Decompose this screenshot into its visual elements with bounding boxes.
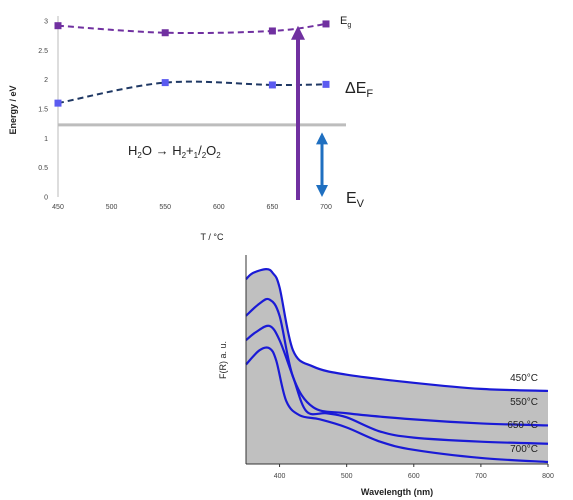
data-point-1 (322, 20, 330, 28)
x-tick-label: 500 (106, 204, 118, 211)
spectrum-line-3 (245, 324, 549, 445)
x-tick-label-2: 800 (542, 473, 554, 480)
x-tick-label: 450 (52, 204, 64, 211)
spectrum-line-1 (245, 267, 549, 393)
x-axis-title: T / °C (201, 232, 224, 242)
data-point-2 (322, 80, 330, 88)
x-axis-title-2: Wavelength (nm) (361, 487, 433, 497)
data-point-1 (161, 29, 169, 37)
x-tick-label-2: 700 (475, 473, 487, 480)
y-axis-title: Energy / eV (8, 85, 18, 134)
y-tick-label: 3 (44, 19, 48, 26)
data-point-1 (54, 22, 62, 30)
series-label-1: 450°C (510, 373, 538, 384)
data-point-2 (54, 99, 62, 107)
y-tick-label: 2.5 (38, 48, 48, 55)
x-tick-label: 700 (320, 204, 332, 211)
data-point-1 (268, 27, 276, 35)
x-tick-label: 650 (267, 204, 279, 211)
reaction-label: H2O → H2+1/2O2 (128, 143, 221, 160)
delta-ef-label: ΔEF (345, 80, 373, 100)
x-tick-label: 600 (213, 204, 225, 211)
series-line-2 (57, 80, 327, 105)
series-label-3: 650 °C (507, 420, 538, 431)
ev-arrow-head-top (316, 132, 328, 145)
series-line-1 (57, 22, 327, 35)
series-label-2: 550°C (510, 397, 538, 408)
y-tick-label: 0 (44, 195, 48, 202)
spectrum-line-2 (245, 297, 549, 427)
spectrum-fill (246, 269, 548, 464)
eg-label: Eg (340, 15, 351, 29)
x-tick-label-2: 500 (341, 473, 353, 480)
data-point-2 (161, 79, 169, 87)
y-tick-label: 2 (44, 77, 48, 84)
y-tick-label: 1.5 (38, 107, 48, 114)
data-point-2 (268, 81, 276, 89)
x-tick-label: 550 (159, 204, 171, 211)
ev-arrow-head-bottom (316, 185, 328, 197)
y-axis-title-2: F(R) a. u. (218, 341, 228, 379)
x-tick-label-2: 400 (274, 473, 286, 480)
spectrum-line-4 (245, 346, 549, 464)
series-label-4: 700°C (510, 444, 538, 455)
ev-label: EV (346, 190, 365, 210)
eg-arrow-head (291, 25, 305, 40)
y-tick-label: 1 (44, 136, 48, 143)
y-tick-label: 0.5 (38, 165, 48, 172)
x-tick-label-2: 600 (408, 473, 420, 480)
